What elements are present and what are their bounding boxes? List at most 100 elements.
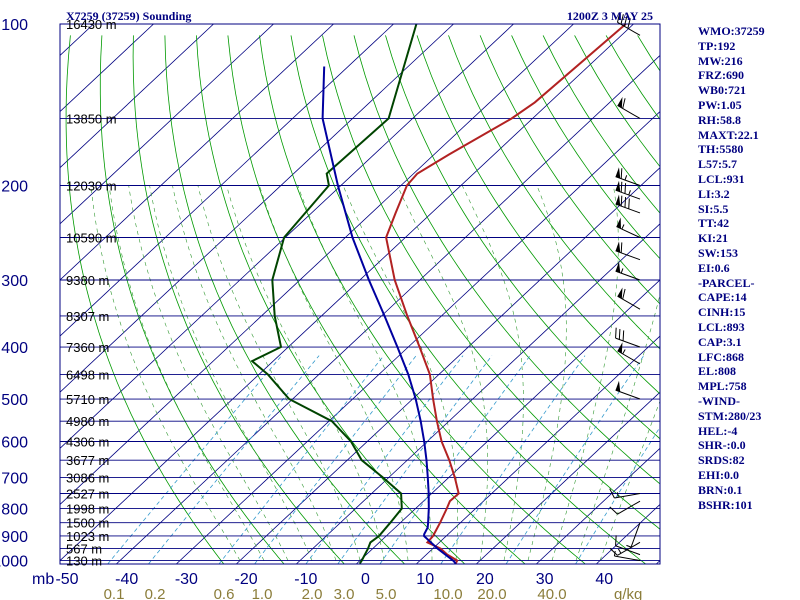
moist-adiabat (599, 400, 660, 561)
background-grid (60, 24, 660, 564)
moist-adiabat (397, 185, 488, 561)
wind-barb (615, 327, 641, 348)
index-item: BSHR:101 (698, 497, 753, 512)
wind-barbs (609, 12, 641, 562)
index-item: SW:153 (698, 245, 739, 260)
moist-adiabat (259, 185, 409, 561)
pressure-unit-label: mb (32, 571, 54, 588)
indices-panel: WMO:37259 TP:192 MW:216 FRZ:690 WB0:721 PW:1.… (698, 24, 798, 512)
index-item: EI:0.6 (698, 260, 730, 275)
wind-barb (609, 488, 641, 499)
moist-adiabat (226, 185, 385, 561)
height-label: 1500 m (66, 516, 109, 531)
wind-barb (609, 541, 641, 556)
wind-barb (609, 500, 641, 515)
wind-barb (617, 287, 641, 310)
index-item: LFC:868 (698, 349, 744, 364)
isotherm-line (60, 24, 394, 337)
temperature-tick-label: -30 (175, 571, 198, 588)
isotherm-line (60, 24, 274, 225)
wind-barb (615, 535, 641, 556)
height-label: 3086 m (66, 470, 109, 485)
height-label: 567 m (66, 542, 102, 557)
dry-adiabat (322, 35, 660, 530)
pressure-tick-label: 200 (1, 179, 28, 196)
height-label: 16430 m (66, 17, 117, 32)
height-label: 3677 m (66, 453, 109, 468)
height-label: 5710 m (66, 392, 109, 407)
height-label: 8307 m (66, 309, 109, 324)
mixing-ratio-line (575, 426, 660, 564)
index-item: RH:58.8 (698, 112, 741, 127)
mixing-ratio-line (148, 355, 320, 564)
temperature-tick-label: 40 (595, 571, 613, 588)
isotherm-line (416, 335, 660, 564)
mixing-ratio-tick-label: 20.0 (477, 586, 506, 600)
isotherm-line (356, 279, 660, 564)
mixing-ratio-tick-label: 0.2 (145, 586, 166, 600)
plot-frame (59, 23, 661, 565)
index-item: PW:1.05 (698, 97, 742, 112)
dry-adiabat (65, 35, 225, 564)
height-label: 4980 m (66, 414, 109, 429)
index-item: SRDS:82 (698, 453, 745, 468)
isotherm-line (236, 167, 660, 564)
sounding-time: 1200Z 3 MAY 25 (567, 9, 653, 23)
pressure-tick-label: 1000 (0, 554, 28, 571)
index-item: KI:21 (698, 231, 728, 246)
temperature-tick-label: -50 (55, 571, 78, 588)
mixing-ratio-line (107, 355, 282, 564)
height-label: 10590 m (66, 231, 117, 246)
index-item: MAXT:22.1 (698, 127, 759, 142)
index-item: TH:5580 (698, 142, 744, 157)
dry-adiabat (448, 35, 660, 350)
mixing-ratio-tick-label: 0.6 (214, 586, 235, 600)
mixing-ratio-line (305, 355, 464, 564)
wind-barb (617, 96, 641, 119)
dry-adiabat (511, 35, 660, 260)
dewpoint-line (250, 24, 418, 564)
dry-adiabat (99, 35, 285, 564)
mixing-ratio-line (440, 355, 586, 564)
height-label: 1998 m (66, 502, 109, 517)
wind-barb (616, 217, 641, 238)
dry-adiabat (132, 35, 345, 564)
pressure-tick-label: 600 (1, 435, 28, 452)
wind-barb (617, 342, 641, 365)
height-label: 6498 m (66, 367, 109, 382)
mixing-ratio-tick-label: 0.1 (104, 586, 125, 600)
mixing-ratio-line (505, 355, 645, 564)
wind-barb (615, 261, 641, 281)
wind-barb (615, 167, 641, 186)
index-item: CAP:3.1 (698, 334, 742, 349)
index-item: SHR-:0.0 (698, 438, 746, 453)
moist-adiabat (551, 185, 619, 561)
wind-barb (613, 551, 641, 562)
moist-adiabat (461, 185, 524, 561)
height-label: 1023 m (66, 529, 109, 544)
index-item: LCL:931 (698, 171, 745, 186)
moist-adiabat (172, 185, 337, 561)
dry-adiabat (353, 35, 660, 485)
index-item: LCL:893 (698, 319, 745, 334)
index-item: STM:280/23 (698, 408, 762, 423)
wind-barb (615, 380, 641, 400)
temperature-tick-label: -40 (115, 571, 138, 588)
moist-adiabat (342, 185, 458, 561)
temperature-line (385, 24, 627, 564)
index-item: TT:42 (698, 216, 730, 231)
index-item: -PARCEL- (698, 275, 755, 290)
axis-labels: 1002003004005006007008009001000mb16430 m… (0, 17, 642, 600)
temperature-tick-label: 10 (416, 571, 434, 588)
isotherm-line (60, 24, 214, 169)
index-item: WB0:721 (698, 83, 746, 98)
pressure-tick-label: 100 (1, 17, 28, 34)
height-label: 2527 m (66, 486, 109, 501)
mixing-ratio-tick-label: 5.0 (376, 586, 397, 600)
moist-adiabat (297, 185, 433, 561)
index-item: FRZ:690 (698, 68, 744, 83)
index-item: MPL:758 (698, 379, 747, 394)
dry-adiabat (259, 35, 586, 564)
height-label: 7360 m (66, 340, 109, 355)
